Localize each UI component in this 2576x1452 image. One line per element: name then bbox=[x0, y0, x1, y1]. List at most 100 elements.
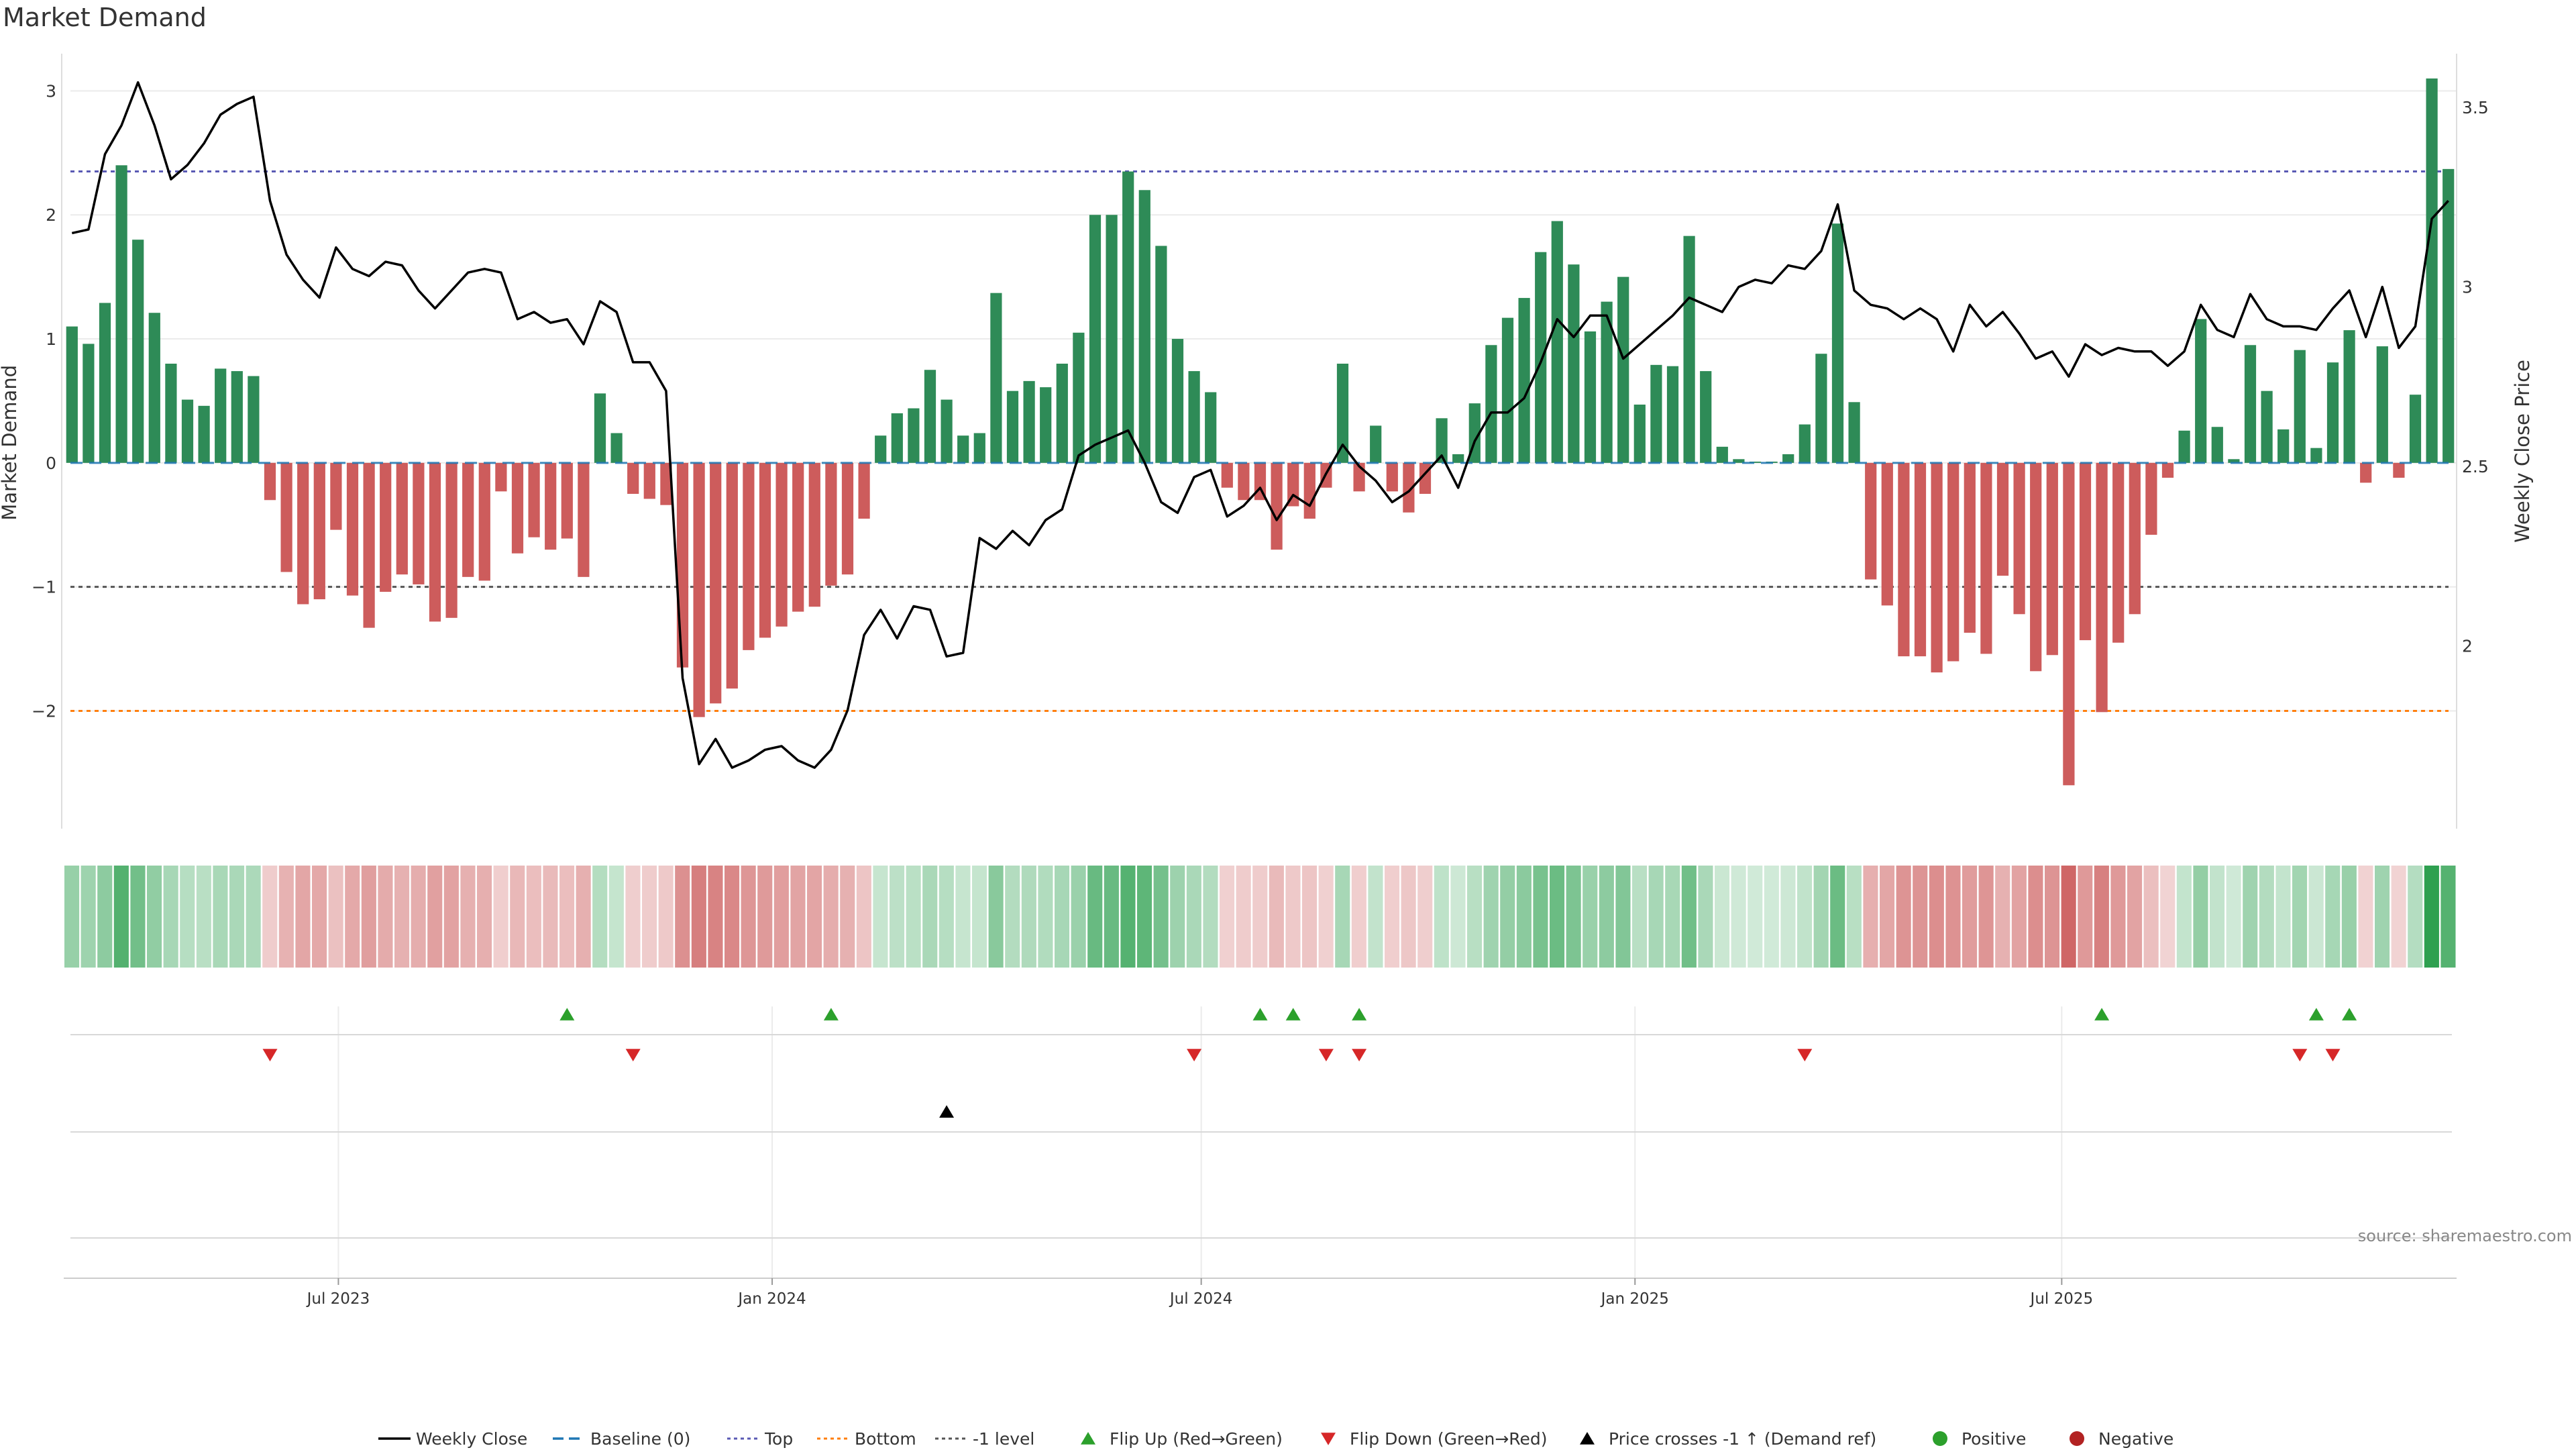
legend-label: Baseline (0) bbox=[590, 1429, 690, 1449]
demand-strip-cell bbox=[1104, 866, 1119, 968]
legend-label: Flip Up (Red→Green) bbox=[1110, 1429, 1283, 1449]
demand-strip-cell bbox=[1500, 866, 1515, 968]
demand-bar bbox=[1155, 246, 1167, 463]
demand-bar bbox=[1683, 236, 1695, 463]
demand-strip-cell bbox=[708, 866, 723, 968]
demand-bar bbox=[1122, 171, 1134, 463]
demand-strip-cell bbox=[1533, 866, 1548, 968]
demand-strip-cell bbox=[1715, 866, 1730, 968]
flip-down-marker bbox=[262, 1049, 278, 1061]
demand-bar bbox=[643, 462, 655, 499]
demand-strip-cell bbox=[163, 866, 178, 968]
demand-strip-cell bbox=[938, 866, 954, 968]
demand-strip-cell bbox=[345, 866, 360, 968]
demand-strip-cell bbox=[1780, 866, 1796, 968]
demand-strip-cell bbox=[1450, 866, 1466, 968]
demand-bar bbox=[875, 435, 887, 463]
y-tick-label: −1 bbox=[32, 578, 56, 597]
demand-strip-cell bbox=[1813, 866, 1829, 968]
demand-strip-cell bbox=[1929, 866, 1944, 968]
demand-strip-cell bbox=[2143, 866, 2159, 968]
demand-strip-cell bbox=[1203, 866, 1218, 968]
demand-bar bbox=[2277, 429, 2290, 463]
demand-bar bbox=[2129, 462, 2141, 615]
demand-strip-cell bbox=[1137, 866, 1152, 968]
flip-down-marker bbox=[1318, 1049, 1334, 1061]
demand-bar bbox=[2310, 448, 2322, 463]
demand-strip-cell bbox=[1351, 866, 1366, 968]
demand-strip-cell bbox=[1945, 866, 1961, 968]
demand-strip-cell bbox=[1516, 866, 1532, 968]
demand-strip-cell bbox=[1401, 866, 1416, 968]
demand-strip-cell bbox=[1748, 866, 1763, 968]
demand-strip-cell bbox=[1615, 866, 1631, 968]
demand-strip-cell bbox=[1071, 866, 1086, 968]
demand-strip-cell bbox=[1665, 866, 1680, 968]
price-cross-marker bbox=[939, 1105, 955, 1118]
demand-strip-cell bbox=[1830, 866, 1845, 968]
demand-bar bbox=[1138, 190, 1150, 463]
demand-strip-cell bbox=[361, 866, 376, 968]
demand-strip-cell bbox=[1599, 866, 1614, 968]
demand-strip-cell bbox=[411, 866, 426, 968]
demand-bar bbox=[363, 462, 375, 628]
demand-bar bbox=[1006, 391, 1019, 463]
demand-strip-cell bbox=[856, 866, 871, 968]
legend-symbol bbox=[1321, 1433, 1336, 1445]
demand-strip-cell bbox=[493, 866, 508, 968]
page-title: Market Demand bbox=[3, 3, 207, 32]
demand-strip-cell bbox=[2408, 866, 2423, 968]
demand-bar bbox=[1716, 446, 1728, 463]
y-tick-label: 0 bbox=[46, 454, 56, 473]
demand-bar bbox=[2161, 462, 2174, 478]
demand-strip-cell bbox=[1698, 866, 1713, 968]
demand-strip-cell bbox=[1055, 866, 1070, 968]
demand-bar bbox=[1303, 462, 1316, 519]
demand-bar bbox=[478, 462, 490, 581]
demand-bar bbox=[1370, 425, 1382, 463]
demand-bar bbox=[2228, 459, 2240, 463]
demand-strip-cell bbox=[262, 866, 278, 968]
flip-up-marker bbox=[823, 1008, 839, 1021]
demand-strip-cell bbox=[2243, 866, 2258, 968]
legend-label: Bottom bbox=[855, 1429, 916, 1449]
demand-bar bbox=[280, 462, 292, 572]
demand-bar bbox=[2096, 462, 2108, 713]
demand-bar bbox=[825, 462, 837, 586]
demand-strip-cell bbox=[278, 866, 294, 968]
flip-up-marker bbox=[1252, 1008, 1268, 1021]
demand-strip-cell bbox=[2094, 866, 2109, 968]
demand-strip-cell bbox=[1318, 866, 1334, 968]
demand-bar bbox=[1633, 404, 1646, 463]
demand-bar bbox=[148, 313, 160, 463]
demand-bar bbox=[445, 462, 458, 618]
flip-up-marker bbox=[2094, 1008, 2110, 1021]
demand-strip-cell bbox=[1731, 866, 1746, 968]
demand-bar bbox=[1931, 462, 1943, 673]
demand-bar bbox=[462, 462, 474, 577]
demand-bar bbox=[2244, 345, 2257, 463]
demand-bar bbox=[1221, 462, 1233, 488]
demand-bar bbox=[973, 433, 985, 463]
flip-down-marker bbox=[1352, 1049, 1367, 1061]
demand-strip-cell bbox=[295, 866, 311, 968]
demand-bar bbox=[1452, 454, 1464, 463]
demand-strip-cell bbox=[2358, 866, 2373, 968]
legend-symbol bbox=[2070, 1431, 2084, 1446]
demand-strip-cell bbox=[1285, 866, 1301, 968]
demand-bar bbox=[181, 399, 194, 463]
demand-bar bbox=[990, 293, 1002, 463]
demand-bar bbox=[1238, 462, 1250, 501]
demand-bar bbox=[2343, 330, 2355, 463]
y2-tick-label: 2.5 bbox=[2462, 457, 2489, 476]
demand-strip-cell bbox=[1170, 866, 1185, 968]
demand-strip-cell bbox=[840, 866, 855, 968]
demand-strip-cell bbox=[1632, 866, 1648, 968]
demand-bar bbox=[1106, 215, 1118, 463]
demand-bar bbox=[528, 462, 540, 537]
demand-bar bbox=[710, 462, 722, 704]
demand-strip-cell bbox=[1880, 866, 1895, 968]
demand-strip-cell bbox=[196, 866, 211, 968]
demand-strip-cell bbox=[510, 866, 525, 968]
